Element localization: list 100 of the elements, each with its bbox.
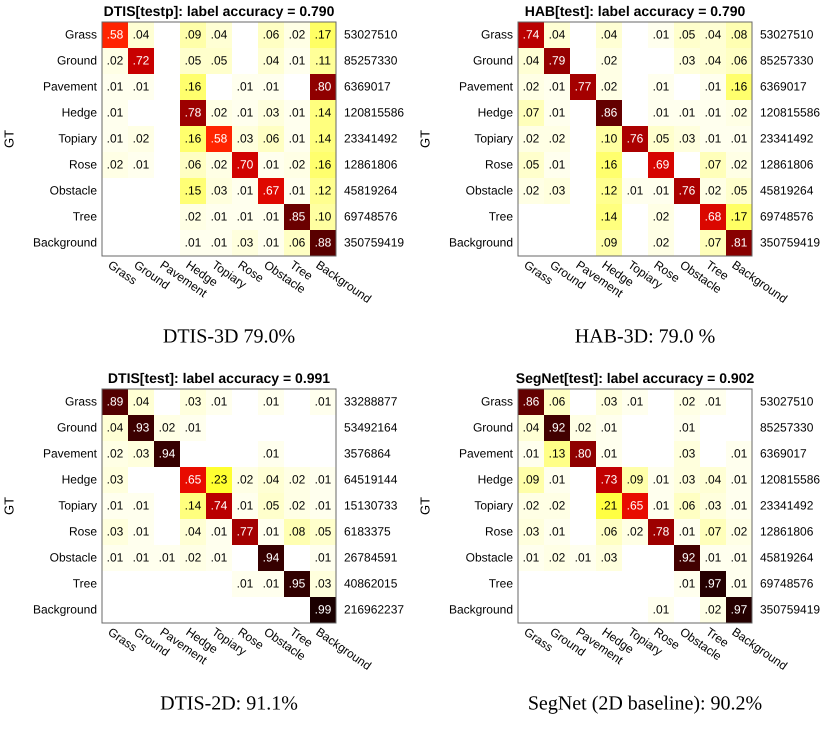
data-label: .02 — [730, 524, 748, 538]
data-label: .78 — [652, 524, 670, 538]
data-label: .01 — [704, 131, 722, 146]
data-label: .02 — [548, 131, 566, 146]
data-label: .08 — [730, 27, 748, 42]
data-label: .03 — [678, 472, 696, 486]
y2-tick-label: 53027510 — [760, 394, 814, 408]
data-label: .01 — [210, 235, 228, 250]
data-label: .73 — [600, 472, 618, 486]
data-label: .01 — [730, 550, 748, 564]
data-label: .02 — [600, 53, 618, 68]
data-label: .65 — [184, 472, 202, 486]
data-label: .01 — [158, 550, 176, 564]
data-label: .01 — [652, 602, 670, 616]
data-label: .17 — [730, 209, 748, 224]
data-label: .13 — [548, 446, 566, 460]
data-label: .01 — [548, 157, 566, 172]
y-tick-label: Rose — [68, 157, 98, 172]
data-label: .03 — [600, 550, 618, 564]
data-label: .04 — [262, 472, 280, 486]
data-label: .05 — [184, 53, 202, 68]
data-label: .99 — [314, 602, 332, 616]
chart-title: SegNet[test]: label accuracy = 0.902 — [516, 370, 754, 386]
y2-tick-label: 12861806 — [760, 524, 814, 538]
data-label: .03 — [210, 183, 228, 198]
data-label: .03 — [678, 53, 696, 68]
data-label: .01 — [652, 105, 670, 120]
y2-tick-label: 6369017 — [760, 79, 808, 94]
y2-tick-label: 120815586 — [344, 105, 404, 120]
data-label: .01 — [262, 235, 280, 250]
data-label: .02 — [652, 235, 670, 250]
data-label: .97 — [730, 602, 748, 616]
data-label: .02 — [626, 524, 644, 538]
y-tick-label: Pavement — [42, 446, 98, 460]
data-label: .09 — [522, 472, 540, 486]
data-label: .01 — [704, 550, 722, 564]
data-label: .88 — [314, 235, 332, 250]
data-label: .01 — [106, 105, 124, 120]
data-label: .01 — [314, 498, 332, 512]
data-label: .03 — [184, 394, 202, 408]
data-label: .02 — [704, 183, 722, 198]
data-label: .02 — [704, 602, 722, 616]
data-label: .01 — [262, 576, 280, 590]
data-label: .02 — [548, 498, 566, 512]
data-label: .01 — [236, 498, 254, 512]
data-label: .03 — [600, 394, 618, 408]
y2-tick-label: 64519144 — [344, 472, 398, 486]
data-label: .86 — [522, 394, 540, 408]
data-label: .04 — [704, 472, 722, 486]
data-label: .01 — [184, 420, 202, 434]
data-label: .01 — [730, 576, 748, 590]
data-label: .01 — [236, 79, 254, 94]
data-label: .04 — [600, 27, 618, 42]
y2-tick-label: 85257330 — [760, 420, 814, 434]
y2-tick-label: 12861806 — [344, 157, 398, 172]
data-label: .01 — [314, 472, 332, 486]
y2-tick-label: 6183375 — [344, 524, 392, 538]
data-label: .01 — [652, 27, 670, 42]
data-label: .02 — [184, 550, 202, 564]
data-label: .01 — [262, 79, 280, 94]
data-label: .58 — [210, 131, 228, 146]
y2-tick-label: 216962237 — [344, 602, 404, 616]
y2-tick-label: 15130733 — [344, 498, 398, 512]
data-label: .01 — [210, 209, 228, 224]
data-label: .94 — [158, 446, 176, 460]
data-label: .01 — [262, 394, 280, 408]
y-tick-label: Topiary — [58, 131, 97, 146]
data-label: .58 — [106, 27, 124, 42]
data-label: .01 — [652, 183, 670, 198]
data-label: .02 — [652, 209, 670, 224]
data-label: .02 — [574, 420, 592, 434]
data-label: .74 — [522, 27, 540, 42]
data-label: .68 — [704, 209, 722, 224]
data-label: .06 — [730, 53, 748, 68]
data-label: .06 — [678, 498, 696, 512]
data-label: .14 — [314, 105, 332, 120]
data-label: .03 — [678, 131, 696, 146]
data-label: .14 — [600, 209, 618, 224]
y-tick-label: Obstacle — [50, 183, 98, 198]
data-label: .95 — [288, 576, 306, 590]
data-label: .02 — [288, 498, 306, 512]
data-label: .01 — [132, 524, 150, 538]
data-label: .04 — [132, 27, 150, 42]
data-label: .01 — [236, 576, 254, 590]
data-label: .06 — [288, 235, 306, 250]
data-label: .01 — [730, 131, 748, 146]
y-tick-label: Tree — [488, 576, 514, 590]
y-tick-label: Pavement — [42, 79, 98, 94]
y-tick-label: Background — [448, 235, 513, 250]
data-label: .02 — [106, 53, 124, 68]
data-label: .01 — [730, 446, 748, 460]
data-label: .01 — [106, 550, 124, 564]
y-tick-label: Hedge — [478, 105, 514, 120]
data-label: .04 — [210, 27, 228, 42]
data-label: .16 — [730, 79, 748, 94]
data-label: .76 — [626, 131, 644, 146]
y-tick-label: Obstacle — [50, 550, 98, 564]
data-label: .01 — [574, 550, 592, 564]
y-tick-label: Hedge — [478, 472, 514, 486]
y2-tick-label: 53492164 — [344, 420, 398, 434]
